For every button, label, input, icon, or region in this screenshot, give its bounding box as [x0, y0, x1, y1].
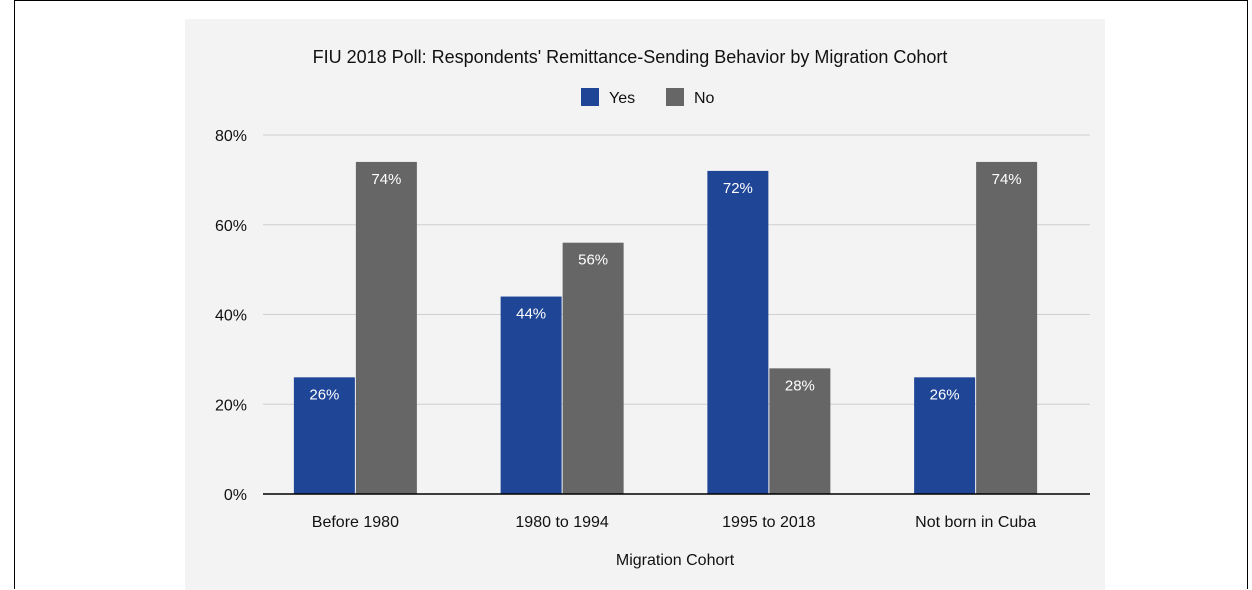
- legend-swatch-no: [666, 88, 684, 106]
- bar-no-1: [562, 242, 624, 494]
- y-tick-label: 20%: [215, 397, 247, 414]
- bar-labels: 26% 74% 44% 56% 72% 28% 26% 74%: [309, 171, 1021, 403]
- x-tick-label: Not born in Cuba: [915, 514, 1036, 531]
- y-axis-ticks: 0% 20% 40% 60% 80%: [215, 128, 247, 504]
- bar-chart: FIU 2018 Poll: Respondents' Remittance-S…: [215, 47, 1090, 569]
- figure-frame: FIU 2018 Poll: Respondents' Remittance-S…: [14, 0, 1248, 590]
- bar-value-label: 72%: [723, 180, 753, 197]
- bar-yes-0: [293, 377, 355, 494]
- bar-value-label: 44%: [516, 306, 546, 323]
- x-tick-label: 1980 to 1994: [515, 514, 609, 531]
- bar-value-label: 56%: [578, 252, 608, 269]
- legend-swatch-yes: [581, 88, 599, 106]
- y-tick-label: 40%: [215, 308, 247, 325]
- bar-yes-1: [500, 296, 562, 494]
- legend-label-yes: Yes: [609, 90, 635, 107]
- bar-value-label: 28%: [785, 377, 815, 394]
- x-axis-title: Migration Cohort: [616, 552, 735, 569]
- x-tick-label: 1995 to 2018: [722, 514, 816, 531]
- bar-value-label: 74%: [992, 171, 1022, 188]
- legend-label-no: No: [694, 90, 715, 107]
- bars: [293, 161, 1038, 495]
- bar-no-0: [355, 161, 417, 495]
- chart-panel: FIU 2018 Poll: Respondents' Remittance-S…: [185, 19, 1105, 590]
- chart-title: FIU 2018 Poll: Respondents' Remittance-S…: [313, 47, 948, 67]
- bar-yes-3: [914, 377, 976, 494]
- bar-value-label: 74%: [371, 171, 401, 188]
- y-tick-label: 0%: [224, 487, 247, 504]
- bar-no-3: [976, 161, 1038, 495]
- y-tick-label: 60%: [215, 218, 247, 235]
- bar-value-label: 26%: [309, 386, 339, 403]
- legend: Yes No: [581, 88, 715, 107]
- x-tick-label: Before 1980: [312, 514, 399, 531]
- x-axis-ticks: Before 1980 1980 to 1994 1995 to 2018 Not b…: [312, 514, 1036, 531]
- bar-yes-2: [707, 170, 769, 494]
- y-tick-label: 80%: [215, 128, 247, 145]
- bar-no-2: [769, 368, 831, 494]
- bar-value-label: 26%: [930, 386, 960, 403]
